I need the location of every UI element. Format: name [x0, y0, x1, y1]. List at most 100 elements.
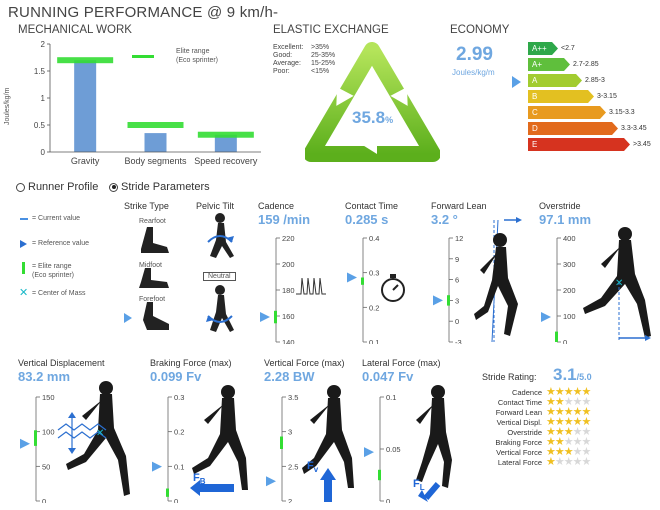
- mw-bar: [214, 134, 237, 152]
- mw-ytick: 1.5: [34, 67, 46, 76]
- braking-force-label: FB: [193, 472, 206, 487]
- gauge-tick: 0: [455, 317, 459, 326]
- elastic-legend-range: 15-25%: [311, 60, 336, 67]
- gauge-marker: [364, 447, 374, 458]
- lateral-force-value: 0.047 Fv: [362, 369, 414, 384]
- gauge-axis: 0.1 0.05 0: [364, 393, 401, 506]
- page-title: RUNNING PERFORMANCE @ 9 km/h-: [8, 4, 279, 21]
- rating-row: Cadence ★ ★ ★ ★ ★: [488, 385, 592, 398]
- mechanical-ylabel: Joules/kg/m: [4, 87, 11, 125]
- gauge-tick: 180: [282, 286, 295, 295]
- gauge-tick: 3: [455, 296, 459, 305]
- stride-rating-value: 3.1/5.0: [553, 365, 592, 384]
- mw-ytick: 2: [41, 40, 46, 49]
- economy-class-range: 2.7-2.85: [573, 61, 599, 68]
- mw-ytick: 1: [41, 94, 46, 103]
- gauge-axis: 150 100 50 0: [20, 393, 55, 506]
- gauge-marker: [541, 312, 551, 323]
- radio-runner-profile[interactable]: [16, 182, 25, 192]
- gauge-tick: 9: [455, 255, 459, 264]
- pelvic-tilt-title: Pelvic Tilt: [196, 201, 235, 211]
- contact-time-value: 0.285 s: [345, 212, 389, 227]
- gauge-tick: 0.1: [174, 462, 184, 471]
- runner-vertical-figure: ✕: [57, 381, 130, 496]
- star-icon: ★: [563, 425, 574, 438]
- mw-elite-range: [197, 131, 254, 138]
- star-icon: ★: [581, 415, 592, 428]
- star-icon: ★: [546, 385, 556, 398]
- runner-pelvic-posterior-icon: [206, 285, 234, 332]
- star-icon: ★: [554, 425, 565, 438]
- rating-label: Overstride: [507, 427, 542, 437]
- elastic-legend-range: <15%: [311, 68, 330, 75]
- star-icon: ★: [546, 455, 556, 468]
- runner-lforce-figure: [416, 385, 452, 502]
- gauge-elite-range: [274, 310, 277, 324]
- strike-rearfoot-label: Rearfoot: [139, 218, 166, 225]
- gauge-elite-range: [280, 436, 283, 449]
- rating-row: Braking Force ★ ★ ★ ★ ★: [488, 435, 592, 448]
- radio-stride-parameters[interactable]: [109, 182, 118, 192]
- gauge-tick: 3.5: [288, 395, 298, 402]
- gauge-tick: 0: [563, 338, 567, 344]
- economy-class-bar: C: [528, 106, 606, 119]
- star-icon: ★: [554, 395, 565, 408]
- elite-legend-swatch: [132, 55, 154, 58]
- gauge-marker: [152, 461, 162, 472]
- mw-bar: [74, 60, 97, 153]
- gauge-marker: [260, 312, 270, 323]
- tab-stride-parameters[interactable]: Stride Parameters: [109, 181, 210, 193]
- stride-rating-label: Stride Rating:: [482, 372, 537, 382]
- star-icon: ★: [563, 445, 574, 458]
- star-icon: ★: [546, 435, 556, 448]
- legend-elite: = Elite range (Eco sprinter): [32, 263, 75, 279]
- rating-row: Contact Time ★ ★ ★ ★ ★: [488, 395, 592, 408]
- forward-lean-value: 3.2 °: [431, 212, 458, 227]
- gauge-tick: 200: [563, 286, 576, 295]
- elastic-legend-range: 25-35%: [311, 52, 336, 59]
- rating-label: Contact Time: [497, 397, 542, 407]
- economy-class-bar: A+: [528, 58, 570, 71]
- gauge-tick: 0: [386, 497, 390, 503]
- gauge-tick: 0.3: [369, 269, 379, 278]
- star-icon: ★: [554, 415, 565, 428]
- overstride-gauge: 400 300 200 100 0: [539, 234, 579, 347]
- svg-text:✕: ✕: [96, 428, 104, 439]
- gauge-marker: [20, 438, 30, 449]
- economy-unit: Joules/kg/m: [452, 68, 495, 77]
- elastic-legend-row: Poor: <15%: [273, 68, 335, 76]
- svg-text:✕: ✕: [615, 278, 623, 289]
- star-icon: ★: [563, 415, 574, 428]
- gauge-axis: 220 200 180 160 140: [260, 234, 295, 347]
- tab-runner-profile[interactable]: Runner Profile: [16, 181, 98, 193]
- contact-time-title: Contact Time: [345, 201, 399, 211]
- star-icon: ★: [572, 395, 583, 408]
- star-icon: ★: [581, 385, 592, 398]
- gauge-marker: [433, 295, 443, 306]
- star-icon: ★: [554, 385, 565, 398]
- vertical-force-title: Vertical Force (max): [264, 358, 345, 368]
- elastic-legend-range: >35%: [311, 44, 330, 51]
- elite-range-icon: [22, 262, 25, 274]
- rating-label: Vertical Displ.: [496, 417, 542, 427]
- gauge-tick: 0: [174, 497, 178, 503]
- mw-elite-range: [127, 122, 184, 128]
- gauge-tick: 100: [42, 428, 55, 437]
- economy-class-range: 3-3.15: [597, 93, 617, 100]
- star-icon: ★: [581, 435, 592, 448]
- economy-value: 2.99: [456, 44, 493, 65]
- mechanical-work-chart: 0 0.5 1 1.5 2 Gravity Body segments Speed reco…: [34, 40, 261, 166]
- economy-class-range: >3.45: [633, 141, 651, 148]
- rating-label: Braking Force: [495, 437, 542, 447]
- gauge-tick: 0.2: [369, 303, 379, 312]
- star-icon: ★: [581, 455, 592, 468]
- legend-current: = Current value: [32, 215, 81, 222]
- lateral-force-title: Lateral Force (max): [362, 358, 441, 368]
- gauge-tick: 150: [42, 395, 55, 402]
- star-icon: ★: [546, 405, 556, 418]
- star-icon: ★: [572, 385, 583, 398]
- vertical-force-label: Fv: [307, 460, 319, 475]
- elastic-legend: Excellent: >35% Good: 25-35% Average: 15-25% P…: [273, 44, 335, 76]
- star-icon: ★: [572, 425, 583, 438]
- economy-class-range: 3.3-3.45: [621, 125, 647, 132]
